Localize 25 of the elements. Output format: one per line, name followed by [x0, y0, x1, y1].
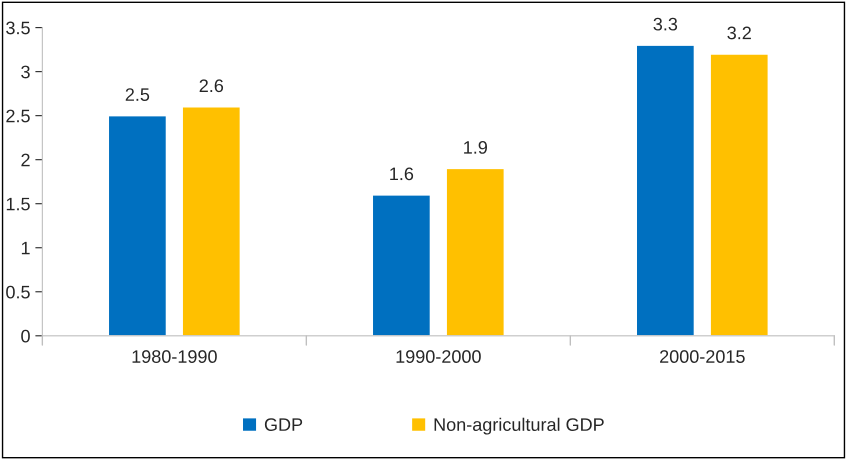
bar	[446, 168, 506, 336]
y-tick-label: 3	[21, 66, 30, 78]
y-tick-label: 1.5	[6, 198, 30, 210]
bar	[636, 44, 696, 336]
y-tick-label: 3.5	[6, 22, 30, 34]
bar	[182, 106, 242, 336]
data-label: 3.3	[653, 18, 678, 31]
data-label: 1.6	[390, 167, 414, 180]
x-tick-label: 1980-1990	[132, 350, 217, 363]
y-tick-label: 2.5	[6, 110, 30, 122]
y-tick-label: 2	[21, 154, 30, 166]
data-label: 3.2	[727, 26, 751, 40]
y-tick-label: 1	[22, 242, 30, 254]
x-tick-label: 1990-2000	[396, 350, 481, 363]
legend-label: GDP	[264, 418, 302, 431]
bar	[108, 114, 168, 336]
x-tick-label: 2000-2015	[660, 350, 745, 363]
bar	[372, 194, 432, 336]
bar	[710, 53, 769, 336]
data-label: 2.5	[126, 88, 150, 101]
data-label: 1.9	[464, 141, 487, 154]
data-label: 2.6	[200, 79, 224, 92]
legend-label: Non-agricultural GDP	[434, 418, 604, 435]
y-tick-label: 0.5	[6, 286, 30, 298]
y-tick-label: 0	[21, 330, 30, 343]
